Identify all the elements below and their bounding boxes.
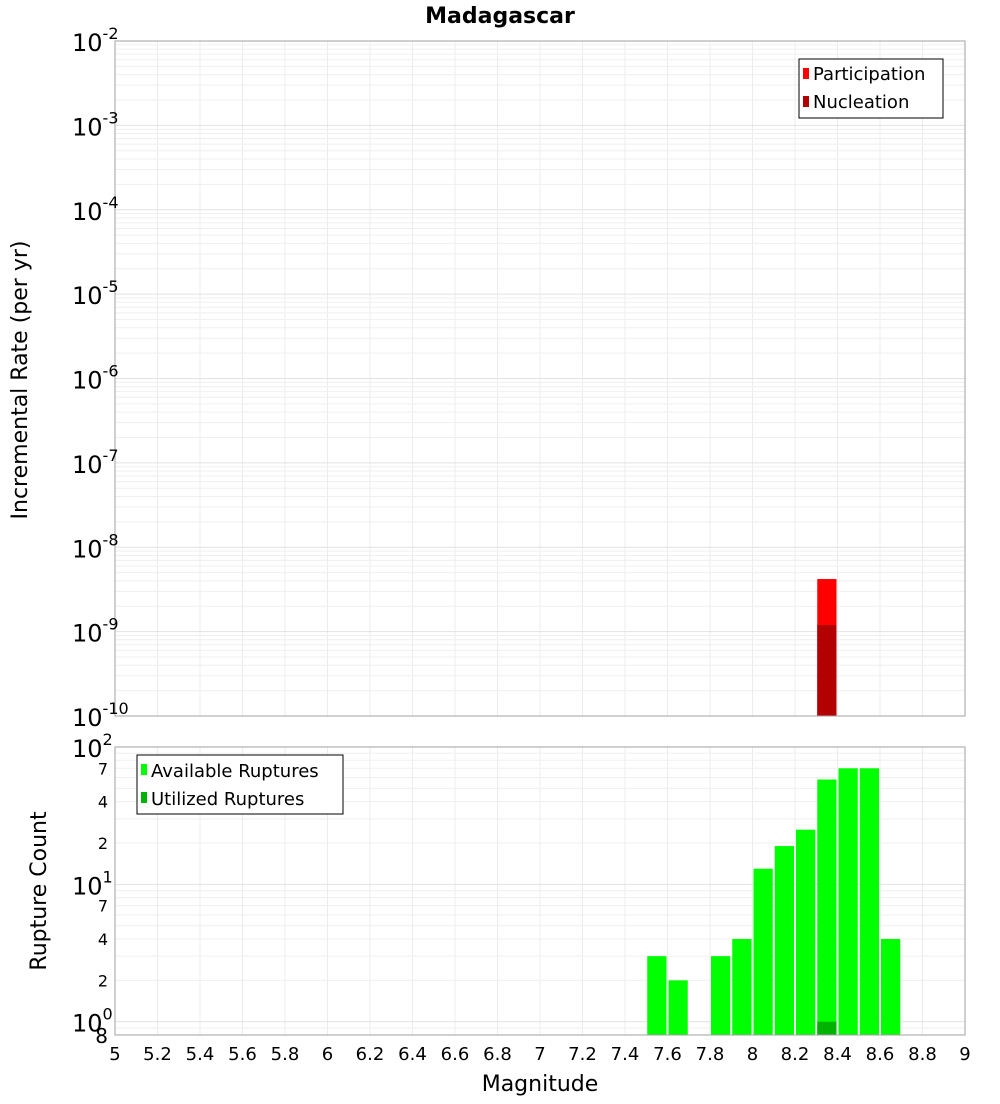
bottom-y-axis-label: Rupture Count <box>27 811 52 971</box>
bottom-y-decade-label: 101 <box>72 867 113 900</box>
x-tick-label: 9 <box>959 1044 970 1065</box>
top-legend: Participation Nucleation <box>798 58 944 119</box>
x-tick-label: 5.4 <box>186 1044 215 1065</box>
top-y-tick-labels: 10-2 10-3 10-4 10-5 10-6 10-7 10-8 10-9 10-10 <box>72 24 129 732</box>
top-y-tick-label: 10-10 <box>72 699 129 732</box>
x-tick-label: 6.8 <box>483 1044 512 1065</box>
x-tick-label: 8 <box>747 1044 758 1065</box>
available-ruptures-bar <box>711 956 731 1035</box>
x-tick-label: 8.8 <box>908 1044 937 1065</box>
bottom-y-tick-labels: 102 101 100 7 4 2 7 4 2 8 <box>72 730 113 1048</box>
available-ruptures-bar <box>753 868 773 1035</box>
bottom-bars <box>647 768 901 1035</box>
x-tick-labels: 5 5.2 5.4 5.6 5.8 6 6.2 6.4 6.6 6.8 7 7.2 7.4 7.6 7.8 8… <box>109 1044 970 1065</box>
legend-nucleation-label: Nucleation <box>813 92 909 113</box>
top-y-axis-label: Incremental Rate (per yr) <box>8 241 33 520</box>
bottom-y-minor-label: 4 <box>98 930 108 949</box>
available-ruptures-bar <box>647 956 667 1035</box>
x-tick-label: 7.6 <box>653 1044 682 1065</box>
bottom-y-minor-label: 8 <box>95 1024 108 1048</box>
bottom-plot-area: 102 101 100 7 4 2 7 4 2 8 5 5.2 5.4 5.6 5.8 6 6.2 6.4 6.6… <box>27 730 971 1097</box>
top-y-tick-label: 10-7 <box>72 446 119 479</box>
top-plot-border <box>114 40 966 717</box>
legend-utilized-swatch <box>141 792 147 803</box>
x-tick-label: 6.2 <box>356 1044 385 1065</box>
available-ruptures-bar <box>881 939 901 1035</box>
bottom-y-decade-label: 100 <box>72 1005 113 1038</box>
bottom-legend-box <box>136 754 344 815</box>
available-ruptures-bar <box>817 779 837 1035</box>
x-tick-label: 7.2 <box>568 1044 597 1065</box>
bottom-y-minor-label: 2 <box>98 971 108 990</box>
bottom-plot-border <box>114 746 966 1036</box>
legend-nucleation-swatch <box>803 96 809 107</box>
available-ruptures-bar <box>859 768 879 1035</box>
bottom-y-minor-label: 2 <box>98 834 108 853</box>
top-y-tick-label: 10-3 <box>72 108 119 141</box>
x-tick-label: 6 <box>322 1044 333 1065</box>
legend-available-label: Available Ruptures <box>151 761 319 782</box>
x-tick-label: 5.6 <box>228 1044 257 1065</box>
x-tick-label: 7.4 <box>611 1044 640 1065</box>
x-axis-label: Magnitude <box>482 1072 599 1097</box>
x-tick-label: 6.4 <box>398 1044 427 1065</box>
chart-title: Madagascar <box>425 4 575 29</box>
x-tick-label: 8.2 <box>781 1044 810 1065</box>
x-tick-label: 5.8 <box>271 1044 300 1065</box>
x-tick-label: 5 <box>109 1044 120 1065</box>
x-tick-label: 7.8 <box>696 1044 725 1065</box>
top-y-tick-label: 10-9 <box>72 615 119 648</box>
top-y-tick-label: 10-2 <box>72 24 119 57</box>
available-ruptures-bar <box>732 939 752 1035</box>
bottom-y-minor-label: 7 <box>98 759 108 778</box>
x-tick-label: 8.6 <box>866 1044 895 1065</box>
top-gridlines <box>114 41 966 717</box>
nucleation-bar <box>817 624 837 716</box>
top-y-tick-label: 10-6 <box>72 362 119 395</box>
bottom-y-decade-label: 102 <box>72 730 113 763</box>
available-ruptures-bar <box>774 846 794 1035</box>
x-tick-label: 5.2 <box>143 1044 172 1065</box>
top-y-tick-label: 10-8 <box>72 530 119 563</box>
legend-participation-swatch <box>803 68 809 79</box>
available-ruptures-bar <box>796 829 816 1035</box>
available-ruptures-bar <box>838 768 858 1035</box>
legend-participation-label: Participation <box>813 64 925 85</box>
top-legend-box <box>798 58 944 119</box>
bottom-y-minor-label: 7 <box>98 897 108 916</box>
utilized-ruptures-bar <box>817 1021 837 1035</box>
top-plot-area: 10-2 10-3 10-4 10-5 10-6 10-7 10-8 10-9 10-10 In… <box>8 24 966 732</box>
legend-utilized-label: Utilized Ruptures <box>151 789 304 810</box>
available-ruptures-bar <box>668 980 688 1035</box>
bottom-y-minor-label: 4 <box>98 793 108 812</box>
top-bars <box>817 579 837 716</box>
top-y-tick-label: 10-5 <box>72 277 119 310</box>
x-tick-label: 8.4 <box>823 1044 852 1065</box>
x-tick-label: 6.6 <box>441 1044 470 1065</box>
top-y-tick-label: 10-4 <box>72 193 119 226</box>
bottom-legend: Available Ruptures Utilized Ruptures <box>136 754 344 815</box>
legend-available-swatch <box>141 764 147 775</box>
x-tick-label: 7 <box>534 1044 545 1065</box>
